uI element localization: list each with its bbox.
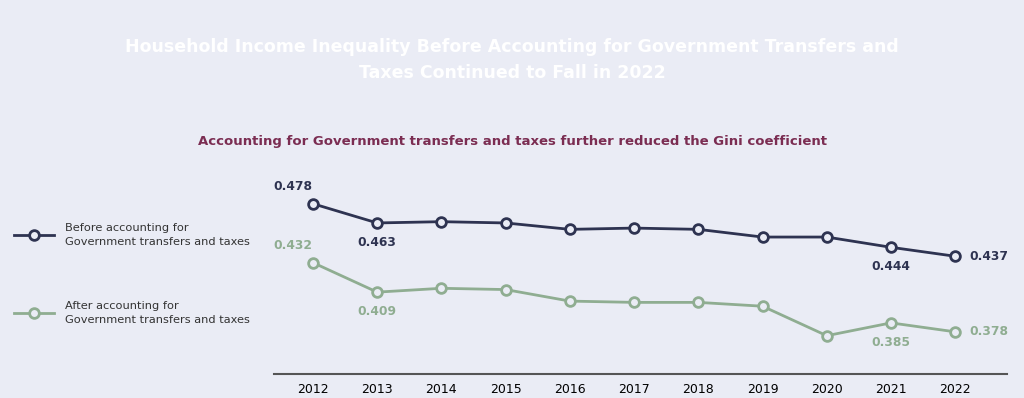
Text: 0.463: 0.463 <box>357 236 396 249</box>
Text: 0.478: 0.478 <box>273 180 312 193</box>
Text: 0.385: 0.385 <box>871 336 910 349</box>
Text: Household Income Inequality Before Accounting for Government Transfers and
Taxes: Household Income Inequality Before Accou… <box>125 37 899 82</box>
Text: Accounting for Government transfers and taxes further reduced the Gini coefficie: Accounting for Government transfers and … <box>198 135 826 148</box>
Text: Before accounting for
Government transfers and taxes: Before accounting for Government transfe… <box>66 223 250 247</box>
Text: 0.444: 0.444 <box>871 260 910 273</box>
Text: After accounting for
Government transfers and taxes: After accounting for Government transfer… <box>66 300 250 325</box>
Text: 0.432: 0.432 <box>273 240 312 252</box>
Text: 0.409: 0.409 <box>357 305 396 318</box>
Text: 0.378: 0.378 <box>970 325 1009 338</box>
Text: 0.437: 0.437 <box>970 250 1009 263</box>
